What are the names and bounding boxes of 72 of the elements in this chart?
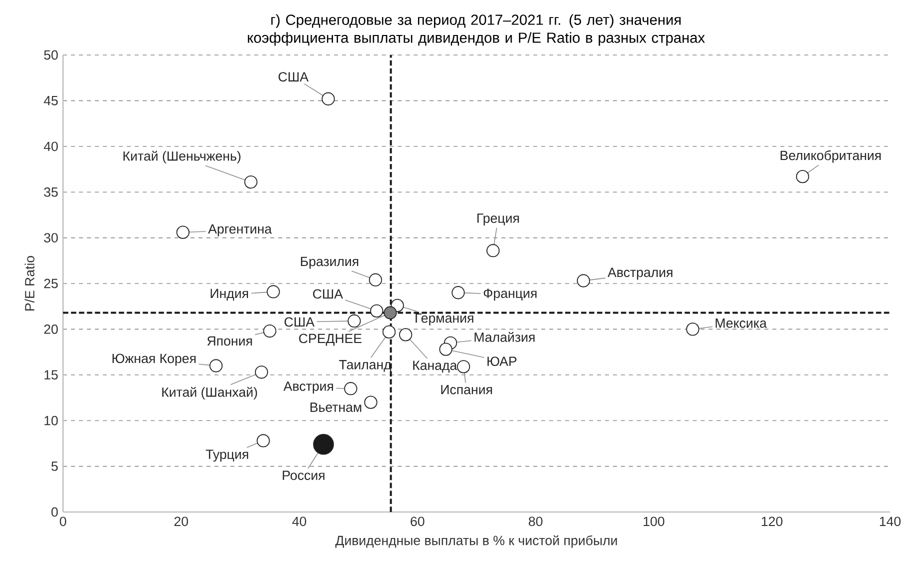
point [456,360,470,374]
x-tick-label: 60 [410,516,424,526]
annotation: Китай (Шеньчжень) [124,150,240,164]
point [370,304,384,318]
annotation: Великобритания [780,150,881,163]
point [313,434,334,455]
x-tick-label: 20 [174,516,188,526]
point [266,285,280,298]
y-tick-label: 5 [51,462,58,471]
point [254,366,268,379]
point [348,314,361,328]
annotation: Таиланд [339,360,392,372]
x-tick-label: 40 [292,516,306,526]
y-tick-label: 0 [51,507,58,517]
point [344,382,358,396]
annotation: Китай (Шанхай) [162,386,258,400]
annotation: Вьетнам [310,402,362,412]
x-tick-label: 100 [644,516,664,526]
point [244,175,258,189]
x-tick-label: 140 [880,516,901,526]
point [576,274,590,288]
x-tick-label: 80 [528,516,542,526]
point [439,342,452,356]
x-axis-title: Дивидендные выплаты в % к чистой прибыли [335,535,617,548]
y-tick-label: 30 [44,233,58,242]
annotation: Турция [206,450,248,462]
annotation: Канада [413,360,458,373]
chart-title: г) Среднегодовые за период 2017–2021 гг. (5 лет) значения коэффициента выплаты дивидендов и P/E Ratio в разных странах [248,14,705,46]
annotation: ЮАР [488,356,516,366]
y-tick-label: 45 [44,96,58,106]
annotation: Греция [477,214,519,226]
x-tick-label: 0 [60,516,66,526]
annotation: Австралия [608,268,672,280]
annotation: Индия [210,288,248,301]
point [382,325,396,339]
annotation: Франция [484,288,536,301]
point [364,396,378,409]
annotation: Южная Корея [112,354,196,366]
annotation: США [313,289,343,299]
y-tick-label: 50 [44,50,58,60]
annotation: Россия [282,470,324,480]
annotation: США [284,317,315,327]
y-tick-label: 40 [44,142,58,152]
annotation: Испания [441,385,492,394]
annotation: Бразилия [300,256,358,269]
annotation: Австрия [283,382,334,394]
point [486,244,500,258]
annotation: Германия [416,313,474,326]
y-tick-label: 25 [44,278,58,288]
annotation: Аргентина [208,224,272,236]
annotation: США [278,72,309,82]
point [263,324,276,338]
annotation: Япония [207,336,252,346]
annotation: Мексика [716,318,767,328]
point [399,328,412,342]
annotation: СРЕДНЕЕ [299,334,362,346]
point [322,92,335,106]
y-tick-label: 20 [44,324,58,334]
point [452,286,465,300]
y-axis-title: P/E Ratio [24,256,34,310]
point [368,273,382,286]
annotation: Малайзия [474,332,535,342]
point [176,226,190,239]
point [796,170,810,184]
y-tick-label: 15 [44,370,58,380]
point [209,359,223,372]
y-tick-label: 10 [44,416,58,426]
point [384,306,397,320]
point [256,434,270,448]
y-tick-label: 35 [44,187,58,197]
point [686,322,700,336]
x-tick-label: 120 [762,516,782,526]
